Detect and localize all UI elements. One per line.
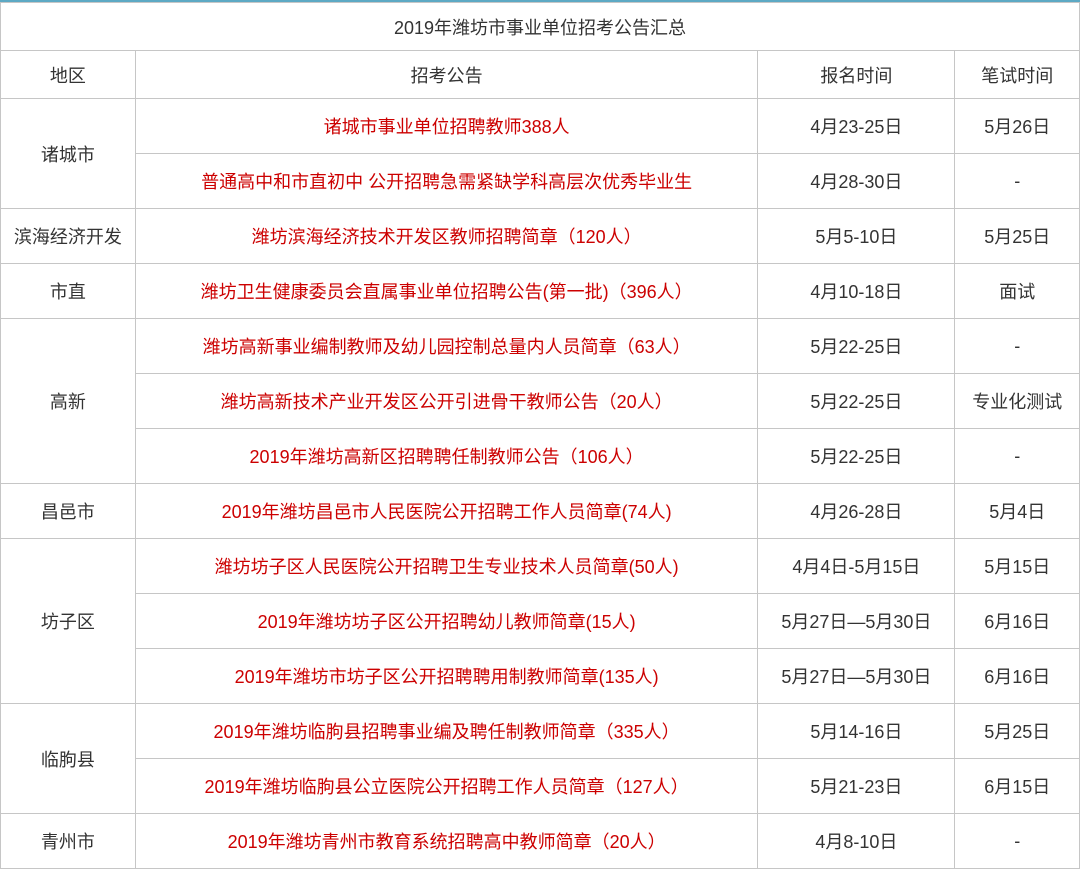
apply-date-cell: 5月22-25日 bbox=[758, 429, 955, 484]
table-row: 高新潍坊高新事业编制教师及幼儿园控制总量内人员简章（63人）5月22-25日- bbox=[1, 319, 1080, 374]
table-row: 市直 潍坊卫生健康委员会直属事业单位招聘公告(第一批)（396人） 4月10-18日… bbox=[1, 264, 1080, 319]
region-cell: 坊子区 bbox=[1, 539, 136, 704]
region-cell: 滨海经济开发 bbox=[1, 209, 136, 264]
apply-date-cell: 4月8-10日 bbox=[758, 814, 955, 869]
apply-date-cell: 4月26-28日 bbox=[758, 484, 955, 539]
notice-link[interactable]: 普通高中和市直初中 公开招聘急需紧缺学科高层次优秀毕业生 bbox=[201, 172, 692, 192]
table-row: 坊子区潍坊坊子区人民医院公开招聘卫生专业技术人员简章(50人)4月4日-5月15… bbox=[1, 539, 1080, 594]
column-header-notice: 招考公告 bbox=[135, 51, 757, 99]
apply-date-cell: 5月22-25日 bbox=[758, 319, 955, 374]
notice-cell: 2019年潍坊市坊子区公开招聘聘用制教师简章(135人) bbox=[135, 649, 757, 704]
exam-date-cell: 专业化测试 bbox=[955, 374, 1080, 429]
apply-date-cell: 4月28-30日 bbox=[758, 154, 955, 209]
region-cell: 临朐县 bbox=[1, 704, 136, 814]
table-row: 2019年潍坊市坊子区公开招聘聘用制教师简章(135人) 5月27日—5月30日6… bbox=[1, 649, 1080, 704]
notice-link[interactable]: 2019年潍坊高新区招聘聘任制教师公告（106人） bbox=[250, 447, 644, 467]
notice-cell: 潍坊卫生健康委员会直属事业单位招聘公告(第一批)（396人） bbox=[135, 264, 757, 319]
exam-date-cell: 6月16日 bbox=[955, 649, 1080, 704]
notice-link[interactable]: 潍坊坊子区人民医院公开招聘卫生专业技术人员简章(50人) bbox=[215, 557, 679, 577]
exam-date-cell: - bbox=[955, 814, 1080, 869]
notice-link[interactable]: 2019年潍坊市坊子区公开招聘聘用制教师简章(135人) bbox=[235, 667, 659, 687]
notice-cell: 2019年潍坊坊子区公开招聘幼儿教师简章(15人) bbox=[135, 594, 757, 649]
notice-link[interactable]: 2019年潍坊青州市教育系统招聘高中教师简章（20人） bbox=[228, 832, 666, 852]
notice-link[interactable]: 诸城市事业单位招聘教师388人 bbox=[324, 117, 570, 137]
notice-link[interactable]: 2019年潍坊坊子区公开招聘幼儿教师简章(15人) bbox=[258, 612, 636, 632]
table-row: 昌邑市 2019年潍坊昌邑市人民医院公开招聘工作人员简章(74人) 4月26-28日… bbox=[1, 484, 1080, 539]
region-cell: 青州市 bbox=[1, 814, 136, 869]
notice-cell: 潍坊滨海经济技术开发区教师招聘简章（120人） bbox=[135, 209, 757, 264]
column-header-apply: 报名时间 bbox=[758, 51, 955, 99]
region-cell: 昌邑市 bbox=[1, 484, 136, 539]
table-row: 2019年潍坊坊子区公开招聘幼儿教师简章(15人) 5月27日—5月30日6月16… bbox=[1, 594, 1080, 649]
notice-link[interactable]: 2019年潍坊临朐县公立医院公开招聘工作人员简章（127人） bbox=[205, 777, 689, 797]
notice-link[interactable]: 潍坊卫生健康委员会直属事业单位招聘公告(第一批)（396人） bbox=[201, 282, 693, 302]
column-header-region: 地区 bbox=[1, 51, 136, 99]
notice-cell: 潍坊高新技术产业开发区公开引进骨干教师公告（20人） bbox=[135, 374, 757, 429]
exam-date-cell: 5月25日 bbox=[955, 704, 1080, 759]
recruitment-table: 2019年潍坊市事业单位招考公告汇总地区招考公告报名时间笔试时间诸城市 诸城市事业… bbox=[0, 2, 1080, 869]
notice-link[interactable]: 2019年潍坊临朐县招聘事业编及聘任制教师简章（335人） bbox=[214, 722, 680, 742]
notice-cell: 潍坊高新事业编制教师及幼儿园控制总量内人员简章（63人） bbox=[135, 319, 757, 374]
notice-cell: 普通高中和市直初中 公开招聘急需紧缺学科高层次优秀毕业生 bbox=[135, 154, 757, 209]
notice-link[interactable]: 2019年潍坊昌邑市人民医院公开招聘工作人员简章(74人) bbox=[222, 502, 672, 522]
region-cell: 市直 bbox=[1, 264, 136, 319]
exam-date-cell: - bbox=[955, 429, 1080, 484]
table-row: 诸城市诸城市事业单位招聘教师388人4月23-25日5月26日 bbox=[1, 99, 1080, 154]
table-row: 临朐县2019年潍坊临朐县招聘事业编及聘任制教师简章（335人）5月14-16日… bbox=[1, 704, 1080, 759]
apply-date-cell: 5月21-23日 bbox=[758, 759, 955, 814]
notice-cell: 2019年潍坊临朐县公立医院公开招聘工作人员简章（127人） bbox=[135, 759, 757, 814]
exam-date-cell: 6月16日 bbox=[955, 594, 1080, 649]
table-row: 潍坊高新技术产业开发区公开引进骨干教师公告（20人） 5月22-25日专业化测试 bbox=[1, 374, 1080, 429]
notice-cell: 2019年潍坊高新区招聘聘任制教师公告（106人） bbox=[135, 429, 757, 484]
table-row: 滨海经济开发 潍坊滨海经济技术开发区教师招聘简章（120人） 5月5-10日5月25… bbox=[1, 209, 1080, 264]
table-row: 普通高中和市直初中 公开招聘急需紧缺学科高层次优秀毕业生 4月28-30日- bbox=[1, 154, 1080, 209]
apply-date-cell: 4月10-18日 bbox=[758, 264, 955, 319]
apply-date-cell: 5月22-25日 bbox=[758, 374, 955, 429]
notice-link[interactable]: 潍坊高新技术产业开发区公开引进骨干教师公告（20人） bbox=[221, 392, 673, 412]
exam-date-cell: 面试 bbox=[955, 264, 1080, 319]
exam-date-cell: 5月26日 bbox=[955, 99, 1080, 154]
table-wrap: 2019年潍坊市事业单位招考公告汇总地区招考公告报名时间笔试时间诸城市 诸城市事业… bbox=[0, 0, 1080, 869]
apply-date-cell: 5月27日—5月30日 bbox=[758, 649, 955, 704]
notice-link[interactable]: 潍坊高新事业编制教师及幼儿园控制总量内人员简章（63人） bbox=[203, 337, 691, 357]
notice-cell: 2019年潍坊临朐县招聘事业编及聘任制教师简章（335人） bbox=[135, 704, 757, 759]
table-title: 2019年潍坊市事业单位招考公告汇总 bbox=[1, 3, 1080, 51]
exam-date-cell: 6月15日 bbox=[955, 759, 1080, 814]
exam-date-cell: 5月25日 bbox=[955, 209, 1080, 264]
notice-link[interactable]: 潍坊滨海经济技术开发区教师招聘简章（120人） bbox=[252, 227, 642, 247]
notice-cell: 2019年潍坊昌邑市人民医院公开招聘工作人员简章(74人) bbox=[135, 484, 757, 539]
exam-date-cell: 5月4日 bbox=[955, 484, 1080, 539]
region-cell: 诸城市 bbox=[1, 99, 136, 209]
region-cell: 高新 bbox=[1, 319, 136, 484]
apply-date-cell: 4月4日-5月15日 bbox=[758, 539, 955, 594]
table-row: 2019年潍坊临朐县公立医院公开招聘工作人员简章（127人） 5月21-23日6月… bbox=[1, 759, 1080, 814]
table-row: 2019年潍坊高新区招聘聘任制教师公告（106人） 5月22-25日- bbox=[1, 429, 1080, 484]
apply-date-cell: 5月5-10日 bbox=[758, 209, 955, 264]
notice-cell: 2019年潍坊青州市教育系统招聘高中教师简章（20人） bbox=[135, 814, 757, 869]
table-row: 青州市 2019年潍坊青州市教育系统招聘高中教师简章（20人） 4月8-10日- bbox=[1, 814, 1080, 869]
apply-date-cell: 5月27日—5月30日 bbox=[758, 594, 955, 649]
column-header-exam: 笔试时间 bbox=[955, 51, 1080, 99]
exam-date-cell: - bbox=[955, 319, 1080, 374]
notice-cell: 诸城市事业单位招聘教师388人 bbox=[135, 99, 757, 154]
apply-date-cell: 5月14-16日 bbox=[758, 704, 955, 759]
apply-date-cell: 4月23-25日 bbox=[758, 99, 955, 154]
exam-date-cell: 5月15日 bbox=[955, 539, 1080, 594]
exam-date-cell: - bbox=[955, 154, 1080, 209]
notice-cell: 潍坊坊子区人民医院公开招聘卫生专业技术人员简章(50人) bbox=[135, 539, 757, 594]
